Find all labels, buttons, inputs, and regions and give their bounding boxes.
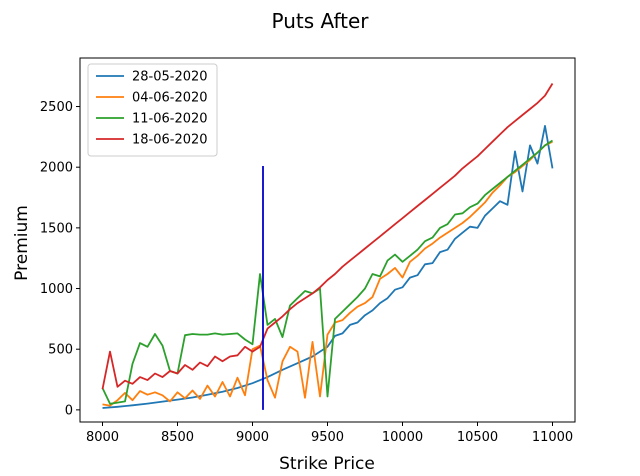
x-axis: 8000 8500 9000 9500 10000 10500 11000: [86, 422, 573, 445]
y-tick-label: 1500: [40, 221, 73, 236]
series-layer: [101, 83, 554, 410]
y-tick-label: 1000: [40, 282, 73, 297]
x-tick-label: 8500: [161, 430, 194, 445]
x-tick-label: 9500: [311, 430, 344, 445]
y-tick-label: 2500: [40, 100, 73, 115]
series-line-04-06-2020: [102, 140, 553, 407]
x-tick-label: 10500: [457, 430, 498, 445]
x-tick-label: 8000: [86, 430, 119, 445]
x-tick-label: 9000: [236, 430, 269, 445]
y-tick-label: 2000: [40, 161, 73, 176]
legend-label: 28-05-2020: [132, 70, 208, 85]
series-line-28-05-2020: [102, 125, 554, 409]
legend-box: [87, 63, 218, 157]
x-tick-label: 10000: [382, 430, 423, 445]
legend: 28-05-2020 04-06-2020 11-06-2020 18-06-2020: [87, 63, 218, 157]
y-tick-label: 500: [48, 343, 73, 358]
x-axis-label: Strike Price: [279, 454, 375, 474]
y-axis: 0 500 1000 1500 2000 2500: [40, 100, 80, 418]
x-tick-label: 11000: [532, 430, 573, 445]
legend-label: 11-06-2020: [132, 112, 208, 127]
y-axis-label: Premium: [12, 205, 32, 281]
y-tick-label: 0: [65, 403, 73, 418]
legend-label: 04-06-2020: [132, 91, 208, 106]
legend-label: 18-06-2020: [132, 133, 208, 148]
series-line-18-06-2020: [101, 83, 554, 390]
chart-title: Puts After: [271, 9, 369, 33]
